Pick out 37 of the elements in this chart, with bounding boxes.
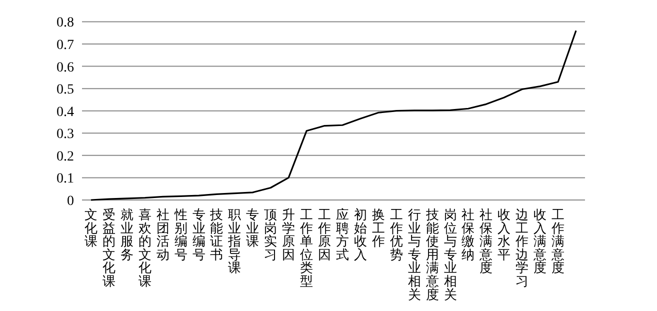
x-tick-label: 收入满意度	[532, 207, 547, 276]
y-tick-label: 0.4	[56, 104, 74, 120]
x-tick-label: 工作满意度	[550, 207, 565, 276]
y-tick-label: 0.7	[56, 38, 74, 53]
x-tick-label: 文化课	[84, 207, 98, 249]
x-tick-label: 收入水平	[498, 207, 511, 262]
x-tick-label: 工作原因	[317, 207, 332, 262]
x-tick-label: 升学原因	[282, 207, 296, 262]
x-tick-label: 顶岗实习	[264, 207, 278, 262]
y-tick-label: 0.6	[56, 60, 74, 76]
y-tick-label: 0.8	[56, 16, 74, 31]
y-tick-label: 0.3	[56, 127, 74, 142]
x-tick-label: 换工作	[370, 207, 385, 249]
x-tick-label: 社保缴纳	[462, 207, 475, 262]
x-tick-label: 应聘方式	[336, 207, 349, 262]
x-tick-label: 技能证书	[209, 207, 224, 262]
y-tick-label: 0.2	[56, 149, 74, 164]
x-tick-label: 工作优势	[388, 207, 403, 262]
x-tick-label: 受益的文化课	[102, 207, 116, 288]
x-tick-label: 技能使用满意度	[424, 207, 439, 302]
x-tick-label: 专业课	[246, 207, 260, 249]
x-tick-label: 边工作边学习	[514, 207, 529, 288]
x-tick-label: 性别编号	[173, 207, 188, 262]
x-tick-label: 就业服务	[120, 207, 134, 262]
x-tick-label: 工作单位类型	[299, 207, 314, 288]
y-tick-label: 0.5	[56, 82, 74, 98]
x-tick-label: 初始收入	[354, 207, 367, 262]
x-tick-label: 专业编号	[192, 207, 206, 262]
x-tick-label: 社保满意度	[478, 207, 493, 276]
x-tick-label: 行业与专业相关	[408, 207, 421, 302]
x-tick-label: 岗位与专业相关	[444, 207, 457, 302]
x-tick-label: 社团活动	[156, 207, 170, 262]
y-tick-label: 0	[67, 194, 74, 209]
x-tick-label: 喜欢的文化课	[138, 207, 152, 288]
line-series	[90, 30, 577, 201]
x-tick-label: 职业指导课	[227, 207, 242, 276]
y-tick-label: 0.1	[56, 172, 74, 187]
